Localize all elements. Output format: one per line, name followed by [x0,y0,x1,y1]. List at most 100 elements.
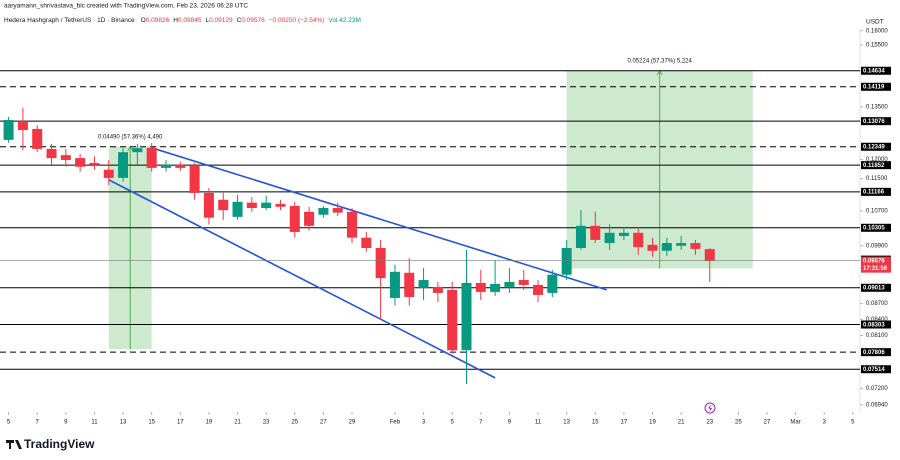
level-tag [861,66,891,75]
x-tick-label: 25 [291,420,298,426]
candle-body [447,289,458,351]
candle-body [275,203,286,207]
candle-body [318,208,329,215]
level-tag-label: 0.08303 [863,322,885,328]
level-tag [861,365,891,374]
level-tag [861,82,891,91]
y-tick-label: 0.10700 [866,209,888,215]
x-tick-label: 11 [535,420,542,426]
change: −0.00250 (−2.54%) [269,17,325,24]
candle-body [103,169,114,178]
level-tag-label: 0.07514 [863,367,885,373]
x-tick-label: 5 [451,420,455,426]
credit: aaryamann_shrivastava_blc created with T… [4,3,248,10]
candle-body [590,225,601,240]
level-tag-label: 0.14634 [863,69,885,75]
candle-body [518,280,529,285]
level-tag-label: 0.11166 [863,190,885,196]
y-tick-label: 0.16000 [866,28,888,34]
candle-body [618,232,629,236]
ohlc-label: O [141,17,146,24]
brand-logo: TradingView [6,437,95,451]
candle-body [490,283,501,292]
currency: USDT [866,19,884,26]
candle-body [160,164,171,168]
candle-body [533,284,544,295]
x-tick-label: Mar [790,420,800,426]
level-tag [861,187,891,196]
y-tick-label: 0.06940 [866,402,888,408]
candle-body [676,243,687,246]
icon-bolt [708,404,713,412]
candle-body [375,248,386,279]
symbol: Hedera Hashgraph / TetherUS · 1D · Binan… [4,17,135,24]
trendline [151,147,607,291]
level-tag [861,142,891,151]
candle-body [261,202,272,209]
measure-label: 0.05224 (57.37%) 5,224 [627,58,692,64]
x-tick-label: 21 [678,420,685,426]
candle-body [704,249,715,261]
candle-body [575,225,586,249]
volume: Vol 42.23M [328,17,361,24]
candle-body [75,158,86,167]
x-tick-label: 3 [823,420,827,426]
candle-body [118,152,129,178]
ohlc-value: 0.09845 [178,17,202,24]
measure-label: 0.04490 (57.36%) 4,490 [98,134,163,140]
candle-body [203,192,214,218]
x-tick-label: 23 [706,420,713,426]
trendline [108,179,496,379]
candle-body [361,237,372,249]
level-tag [861,161,891,170]
ohlc-value: 0.09576 [241,17,265,24]
candle-body [17,122,28,131]
candle-body [218,199,229,211]
candle-body [604,232,615,244]
x-tick-label: 5 [7,420,11,426]
candle-body [418,280,429,288]
candle-body [661,243,672,251]
y-tick-label: 0.08400 [866,317,888,323]
y-tick-label: 0.08100 [866,333,888,339]
candle-body [547,274,558,293]
level-tag-label: 0.07806 [863,350,885,356]
x-tick-label: 21 [234,420,241,426]
x-tick-label: 27 [764,420,771,426]
ohlc-label: L [205,17,209,24]
x-tick-label: 7 [479,420,483,426]
x-tick-label: 13 [563,420,570,426]
x-tick-label: 3 [422,420,426,426]
x-tick-label: 25 [735,420,742,426]
x-tick-label: 19 [206,420,213,426]
candle-body [3,119,14,140]
level-tag [861,117,891,126]
candle-body [60,155,71,160]
candle-body [561,248,572,275]
level-tag-label: 0.11852 [863,163,885,169]
candle-body [347,211,358,238]
x-tick-label: 7 [36,420,40,426]
logo-icon [6,440,22,449]
level-tag-label: 0.13076 [863,119,885,125]
x-tick-label: 23 [263,420,270,426]
level-tag [861,320,891,329]
y-tick-label: 0.09900 [866,243,888,249]
candle-body [504,282,515,287]
candle-body [189,165,200,193]
y-tick-label: 0.12000 [866,157,888,163]
x-tick-label: 19 [649,420,656,426]
candle-body [146,147,157,168]
ohlc-value: 0.09129 [209,17,233,24]
candle-body [404,272,415,297]
y-tick-label: 0.11500 [866,176,888,182]
candle-body [432,286,443,293]
candle-body [246,202,257,209]
symbol-legend: Hedera Hashgraph / TetherUS · 1D · Binan… [4,17,361,24]
level-tag-label: 0.14119 [863,85,885,91]
level-tag-label: 0.09013 [863,286,885,292]
candle-body [304,211,315,226]
level-tag-label: 0.12349 [863,145,885,151]
level-tag [861,348,891,357]
last-price-label: 0.09576 [863,259,885,265]
